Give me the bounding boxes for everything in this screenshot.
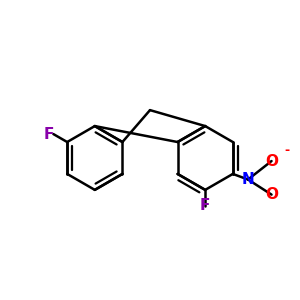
Text: N: N bbox=[242, 172, 254, 187]
Text: -: - bbox=[284, 145, 289, 158]
Text: F: F bbox=[44, 127, 54, 142]
Text: F: F bbox=[200, 198, 210, 213]
Text: O: O bbox=[265, 154, 278, 169]
Text: O: O bbox=[265, 187, 278, 202]
